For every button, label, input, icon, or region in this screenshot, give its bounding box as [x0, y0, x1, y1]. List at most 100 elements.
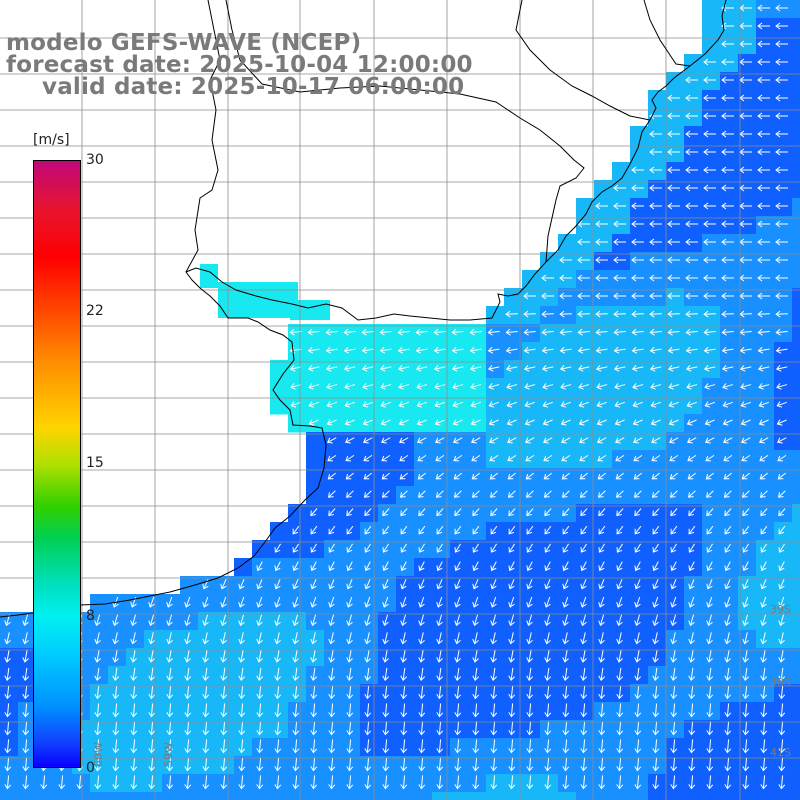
wind-arrow [649, 166, 662, 174]
wind-cell [288, 684, 307, 703]
wind-cell [738, 216, 757, 235]
wind-cell [666, 666, 685, 685]
wind-arrow [598, 614, 605, 627]
wind-arrow [292, 561, 299, 572]
wind-arrow [614, 383, 626, 390]
wind-arrow [238, 632, 245, 645]
wind-cell [738, 180, 757, 199]
wind-arrow [400, 579, 407, 590]
wind-cell [720, 594, 739, 613]
wind-cell [450, 576, 469, 595]
wind-arrow [559, 292, 572, 300]
wind-arrow [256, 614, 263, 627]
wind-arrow [343, 328, 356, 336]
wind-arrow [543, 472, 553, 480]
wind-cell [252, 594, 271, 613]
wind-arrow [364, 757, 372, 772]
wind-cell [414, 684, 433, 703]
wind-cell [630, 234, 649, 253]
wind-arrow [670, 703, 678, 718]
wind-arrow [580, 650, 587, 663]
wind-cell [324, 792, 343, 800]
wind-cell [18, 684, 37, 703]
wind-arrow [775, 346, 788, 354]
wind-arrow [778, 561, 785, 572]
wind-cell [576, 216, 595, 235]
wind-arrow [721, 310, 734, 318]
wind-cell [504, 432, 523, 451]
wind-cell [702, 234, 721, 253]
wind-arrow [598, 703, 606, 718]
wind-cell [648, 144, 667, 163]
wind-arrow [488, 419, 499, 426]
wind-arrow [256, 579, 263, 590]
wind-arrow [687, 490, 696, 498]
wind-arrow [400, 757, 408, 772]
wind-cell [522, 720, 541, 739]
wind-arrow [526, 775, 534, 790]
wind-cell [684, 702, 703, 721]
wind-arrow [577, 256, 590, 264]
wind-arrow [652, 650, 659, 663]
wind-cell [522, 702, 541, 721]
wind-arrow [760, 614, 767, 627]
lat-label-41s: 41S [770, 746, 791, 759]
wind-cell [72, 792, 91, 800]
wind-cell [630, 324, 649, 343]
wind-cell [270, 720, 289, 739]
wind-arrow [687, 437, 697, 444]
wind-cell [252, 612, 271, 631]
wind-cell [792, 576, 800, 595]
wind-cell [684, 144, 703, 163]
wind-arrow [325, 346, 338, 354]
wind-cell [306, 558, 325, 577]
wind-arrow [364, 614, 371, 627]
wind-arrow [580, 667, 588, 681]
wind-cell [756, 594, 775, 613]
wind-arrow [759, 437, 769, 444]
wind-cell [630, 306, 649, 325]
wind-cell [486, 612, 505, 631]
wind-cell [252, 648, 271, 667]
wind-arrow [166, 650, 173, 663]
wind-cell [540, 324, 559, 343]
wind-cell [720, 558, 739, 577]
wind-arrow [652, 614, 659, 627]
wind-cell [702, 666, 721, 685]
wind-arrow [472, 525, 480, 535]
wind-arrow [94, 721, 102, 736]
wind-arrow [4, 632, 11, 645]
wind-arrow [757, 202, 770, 210]
wind-arrow [598, 525, 606, 535]
wind-cell [306, 738, 325, 757]
wind-cell [396, 324, 415, 343]
wind-cell [252, 630, 271, 649]
wind-arrow [595, 274, 608, 282]
wind-arrow [363, 472, 373, 480]
wind-arrow [649, 202, 662, 210]
wind-arrow [544, 508, 552, 517]
wind-cell [702, 144, 721, 163]
wind-cell [90, 648, 109, 667]
wind-arrow [436, 614, 443, 627]
wind-arrow [94, 703, 102, 718]
wind-cell [630, 522, 649, 541]
wind-arrow [454, 775, 462, 790]
wind-cell [468, 324, 487, 343]
wind-cell [666, 756, 685, 775]
wind-cell [468, 342, 487, 361]
wind-cell [108, 720, 127, 739]
wind-cell [720, 738, 739, 757]
wind-arrow [363, 454, 373, 462]
wind-arrow [148, 650, 155, 663]
wind-arrow [400, 721, 408, 736]
wind-arrow [580, 685, 588, 700]
wind-cell [630, 378, 649, 397]
wind-cell [702, 270, 721, 289]
wind-cell [684, 720, 703, 739]
wind-cell [378, 666, 397, 685]
wind-arrow [724, 596, 731, 608]
wind-arrow [454, 721, 462, 736]
wind-arrow [757, 94, 770, 102]
wind-cell [396, 360, 415, 379]
